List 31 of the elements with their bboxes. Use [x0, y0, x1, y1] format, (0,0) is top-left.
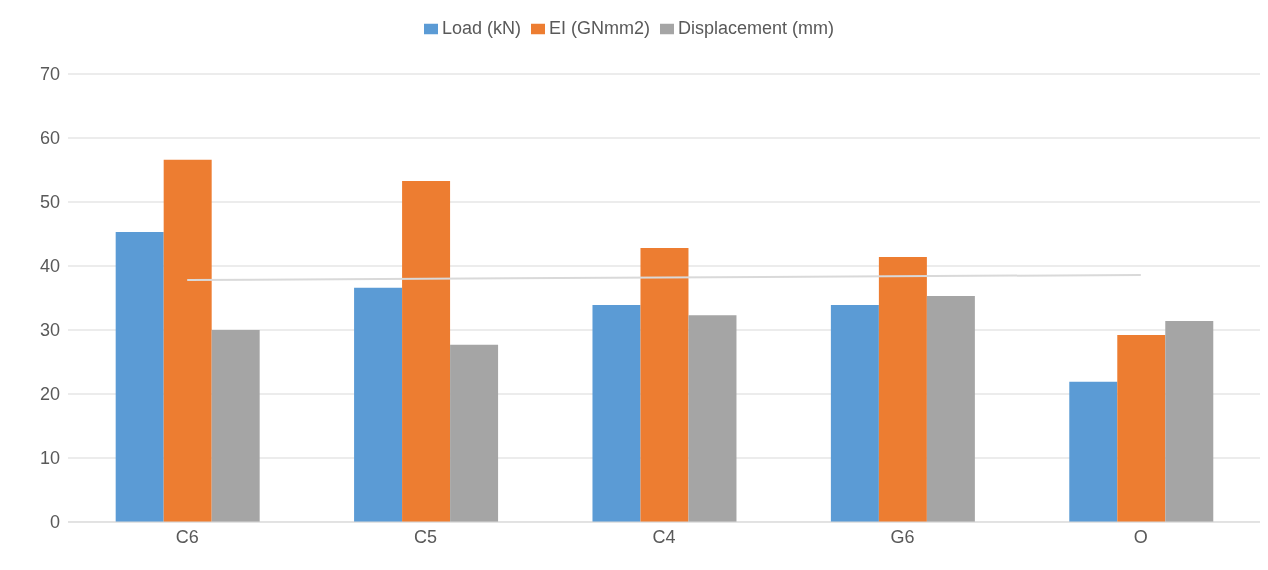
legend-label: EI (GNmm2)	[549, 18, 650, 38]
bar	[402, 180, 451, 522]
y-tick-label: 30	[39, 320, 60, 341]
bar	[830, 305, 879, 522]
bar	[450, 344, 499, 522]
y-tick-label: 50	[39, 192, 60, 213]
bar	[1165, 321, 1214, 522]
legend-label: Displacement (mm)	[678, 18, 835, 38]
y-tick-label: 0	[49, 512, 60, 533]
x-tick-label: G6	[890, 526, 915, 547]
bar	[115, 232, 164, 522]
x-tick-label: C6	[175, 526, 199, 547]
bar	[640, 248, 689, 522]
legend-label: Load (kN)	[441, 18, 521, 38]
y-tick-label: 70	[39, 64, 60, 85]
y-tick-label: 60	[39, 128, 60, 149]
y-tick-label: 40	[39, 256, 60, 277]
bar	[688, 315, 737, 522]
bar	[354, 287, 403, 522]
bar	[1117, 335, 1166, 522]
bar	[592, 305, 641, 522]
x-tick-label: O	[1133, 526, 1148, 547]
bar	[878, 257, 927, 522]
bar	[1069, 381, 1118, 522]
y-tick-label: 10	[39, 448, 60, 469]
bar	[211, 330, 260, 522]
x-tick-label: C5	[414, 526, 438, 547]
bar	[926, 296, 975, 522]
y-tick-label: 20	[39, 384, 60, 405]
bar	[163, 159, 212, 522]
x-tick-label: C4	[652, 526, 676, 547]
